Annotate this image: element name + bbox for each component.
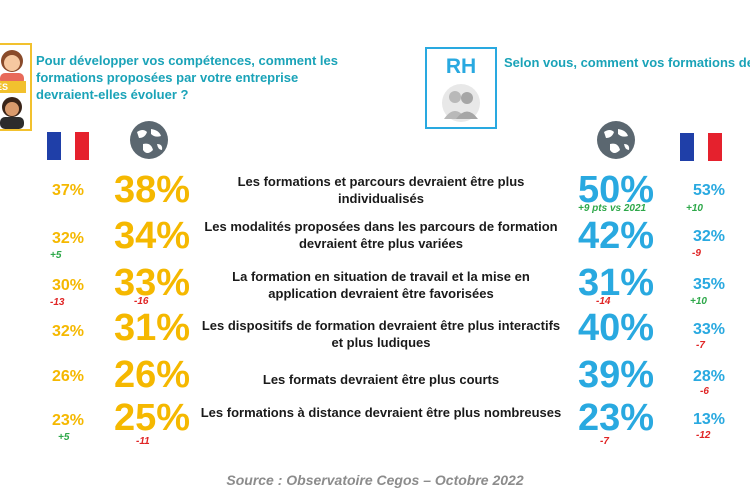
- hr-int-value: 23%: [577, 397, 654, 439]
- emp-fr-delta: -13: [50, 297, 65, 308]
- row-label: La formation en situation de travail et …: [232, 269, 530, 301]
- hr-fr-value: 13%: [692, 411, 725, 428]
- hr-int-delta: -7: [600, 436, 609, 447]
- hr-question: Selon vous, comment vos formations devra…: [504, 54, 750, 71]
- source-note: Source : Observatoire Cegos – Octobre 20…: [226, 472, 524, 488]
- emp-int-delta: -16: [134, 296, 149, 307]
- row-label: Les formations et parcours devraient êtr…: [237, 174, 525, 206]
- hr-fr-delta: -7: [696, 340, 705, 351]
- emp-fr-value: 23%: [51, 412, 84, 429]
- hr-fr-value: 33%: [692, 321, 725, 338]
- hr-int-value: 31%: [577, 262, 654, 304]
- hr-fr-value: 35%: [692, 276, 725, 293]
- hr-fr-delta: -9: [692, 248, 701, 259]
- emp-int-value: 33%: [113, 262, 190, 304]
- emp-int-value: 34%: [113, 215, 190, 257]
- hr-int-value: 42%: [577, 215, 654, 257]
- row-label: Les dispositifs de formation devraient ê…: [201, 318, 561, 350]
- hr-fr-delta: -12: [696, 430, 711, 441]
- hr-fr-value: 28%: [692, 368, 725, 385]
- employees-badge-label: ES: [0, 81, 26, 93]
- emp-int-value: 38%: [113, 169, 190, 211]
- emp-fr-value: 32%: [51, 230, 84, 247]
- emp-fr-value: 30%: [51, 277, 84, 294]
- emp-fr-value: 37%: [51, 182, 84, 199]
- row-label: Les modalités proposées dans les parcour…: [204, 219, 558, 251]
- hr-fr-value: 53%: [692, 182, 725, 199]
- emp-int-delta: -11: [136, 436, 150, 447]
- hr-fr-delta: +10: [686, 203, 703, 214]
- hr-people-icon: [442, 84, 480, 122]
- emp-fr-value: 26%: [51, 368, 84, 385]
- emp-int-value: 26%: [113, 354, 190, 396]
- globe-icon-right: [597, 121, 635, 159]
- france-flag-icon-right: [680, 133, 722, 161]
- hr-int-value: 50%: [577, 169, 654, 211]
- row-label: Les formats devraient être plus courts: [262, 372, 500, 387]
- row-label: Les formations à distance devraient être…: [200, 405, 562, 420]
- hr-int-delta: -14: [596, 296, 611, 307]
- hr-int-value: 39%: [577, 354, 654, 396]
- hr-int-delta: +9 pts vs 2021: [578, 203, 647, 214]
- emp-fr-delta: +5: [50, 250, 62, 261]
- hr-fr-delta: +10: [690, 296, 707, 307]
- employees-badge: ES: [0, 43, 32, 131]
- hr-fr-delta: -6: [700, 386, 709, 397]
- emp-int-value: 31%: [113, 307, 190, 349]
- hr-badge: RH: [425, 47, 497, 129]
- emp-int-value: 25%: [113, 397, 190, 439]
- emp-fr-value: 32%: [51, 323, 84, 340]
- hr-badge-label: RH: [445, 55, 477, 78]
- hr-question-text: Selon vous, comment vos formations devra…: [504, 55, 750, 70]
- emp-fr-delta: +5: [58, 432, 70, 443]
- france-flag-icon-left: [47, 132, 89, 160]
- employees-question: Pour développer vos compétences, comment…: [36, 53, 338, 102]
- globe-icon-left: [130, 121, 168, 159]
- hr-int-value: 40%: [577, 307, 654, 349]
- hr-fr-value: 32%: [692, 228, 725, 245]
